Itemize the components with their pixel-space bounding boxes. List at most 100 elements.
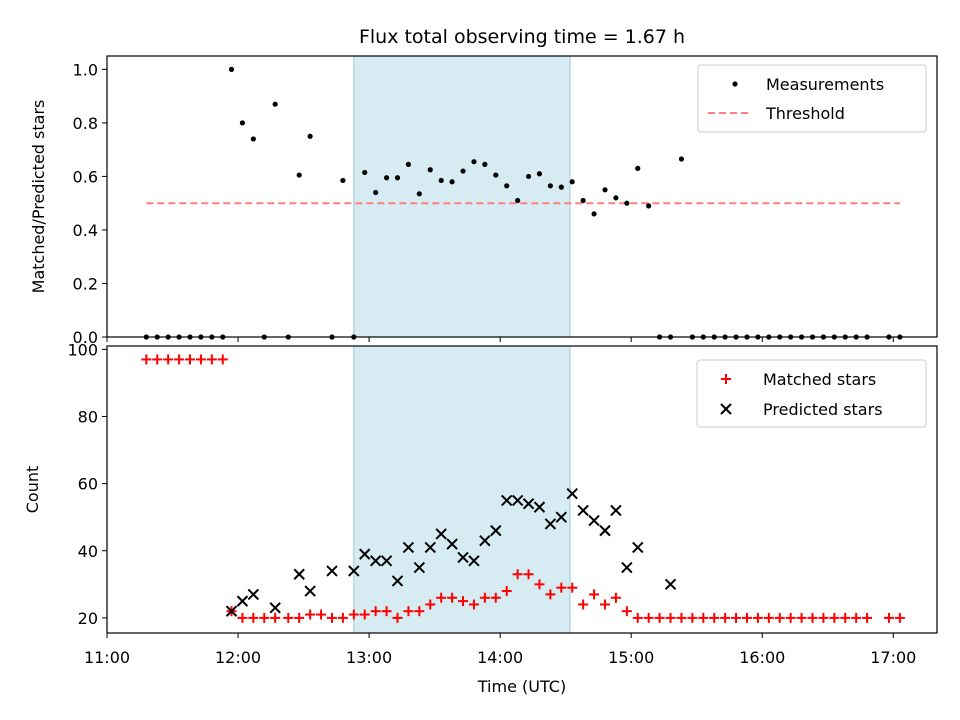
predicted-star-marker [424, 541, 436, 554]
predicted-star-marker [610, 504, 622, 517]
measurement-point [228, 66, 235, 72]
measurement-point [678, 156, 685, 162]
predicted-star-marker [391, 575, 404, 587]
predicted-star-marker [555, 511, 568, 523]
matched-star-marker [796, 612, 807, 623]
predicted-star-marker [402, 541, 415, 554]
measurement-point [427, 167, 433, 173]
x-tick-label: 14:00 [477, 648, 523, 667]
matched-star-marker [894, 612, 905, 623]
predicted-star-marker [566, 487, 578, 500]
y-tick-label: 40 [78, 542, 98, 561]
matched-star-marker [567, 582, 578, 593]
matched-star-marker [490, 592, 501, 603]
count-x-axis-label: Time (UTC) [477, 677, 566, 696]
matched-star-marker [283, 612, 294, 623]
predicted-star-marker [490, 524, 502, 537]
y-tick-label: 0.0 [73, 328, 98, 347]
matched-star-marker [709, 612, 720, 623]
matched-star-marker [578, 599, 589, 610]
count-x-ticks: 11:00 12:00 13:00 14:00 15:00 16:00 17:00 [84, 633, 916, 667]
predicted-star-marker [577, 504, 589, 517]
matched-star-marker [807, 612, 818, 623]
matched-star-marker [643, 612, 654, 623]
ratio-legend-box [697, 64, 927, 133]
matched-star-marker [248, 612, 259, 623]
matched-star-marker [174, 354, 185, 365]
y-tick-label: 100 [67, 340, 98, 359]
predicted-star-marker [468, 555, 480, 567]
measurement-point [624, 200, 630, 206]
matched-star-marker [512, 569, 523, 580]
matched-star-marker [556, 582, 567, 593]
matched-star-marker [741, 612, 752, 623]
matched-star-marker [163, 354, 174, 365]
measurement-point [525, 173, 532, 180]
matched-star-marker [720, 612, 731, 623]
matched-star-marker [763, 612, 774, 623]
matched-star-marker [610, 592, 621, 603]
measurement-point [547, 183, 553, 189]
measurement-point [591, 211, 597, 217]
matched-star-marker [270, 612, 281, 623]
x-tick-label: 12:00 [215, 648, 261, 667]
matched-star-marker [851, 612, 862, 623]
measurement-point [646, 203, 652, 209]
matched-star-markers [141, 354, 905, 623]
predicted-star-marker [225, 605, 238, 617]
predicted-star-marker [457, 551, 469, 564]
predicted-star-markers [225, 487, 677, 617]
predicted-star-marker [588, 514, 600, 527]
measurement-point [493, 172, 499, 178]
matched-star-marker [621, 606, 632, 617]
matched-star-marker [447, 592, 458, 603]
matched-star-marker [589, 589, 600, 600]
predicted-star-marker [621, 561, 633, 574]
matched-star-marker [501, 586, 512, 597]
matched-star-marker [259, 612, 270, 623]
legend-matched-label: Matched stars [763, 370, 876, 389]
measurement-point [373, 189, 379, 196]
matched-star-marker [152, 354, 163, 365]
matched-star-marker [185, 354, 195, 365]
matched-star-marker [698, 612, 709, 623]
legend-threshold-label: Threshold [765, 104, 845, 123]
matched-star-marker [370, 606, 381, 617]
measurement-point [250, 136, 256, 142]
legend-measurements-marker [732, 81, 738, 87]
matched-star-marker [818, 612, 829, 623]
matched-star-marker [534, 579, 545, 590]
y-tick-label: 0.4 [73, 221, 98, 240]
measurement-point [449, 179, 455, 185]
ratio-x-ticks [106, 337, 894, 342]
matched-star-marker [425, 599, 436, 610]
matched-star-marker [217, 354, 228, 365]
measurement-point [438, 177, 444, 184]
matched-star-marker [862, 612, 873, 623]
predicted-star-marker [413, 561, 426, 574]
measurement-point [569, 179, 575, 185]
predicted-star-marker [269, 602, 281, 614]
measurement-point [580, 197, 586, 204]
measurement-point [471, 159, 477, 165]
measurement-point [272, 101, 278, 107]
predicted-star-marker [293, 568, 305, 580]
predicted-star-marker [446, 538, 458, 550]
measurement-point [394, 175, 401, 181]
matched-star-marker [359, 609, 370, 620]
measurement-point [383, 175, 390, 181]
y-tick-label: 0.2 [73, 274, 98, 293]
matched-star-marker [752, 612, 763, 623]
predicted-star-marker [247, 588, 260, 601]
matched-star-marker [141, 354, 152, 365]
x-tick-label: 11:00 [84, 648, 130, 667]
matched-star-marker [414, 606, 425, 617]
measurement-point [635, 165, 641, 171]
y-tick-label: 20 [78, 609, 98, 628]
matched-star-marker [458, 596, 469, 607]
measurement-point [307, 133, 313, 139]
matched-star-marker [294, 612, 305, 623]
matched-star-marker [206, 354, 217, 365]
predicted-star-marker [522, 498, 535, 510]
predicted-star-marker [511, 494, 524, 507]
